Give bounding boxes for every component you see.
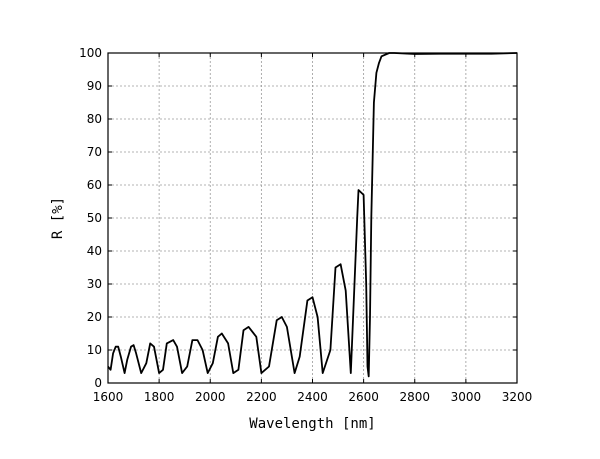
y-tick-label: 20 bbox=[87, 310, 102, 324]
x-tick-label: 2800 bbox=[399, 390, 430, 404]
x-tick-label: 3200 bbox=[502, 390, 533, 404]
x-axis-label: Wavelength [nm] bbox=[249, 416, 375, 432]
x-tick-label: 2200 bbox=[246, 390, 277, 404]
y-tick-label: 90 bbox=[87, 79, 102, 93]
y-tick-label: 100 bbox=[79, 46, 102, 60]
series-line bbox=[107, 52, 518, 378]
y-tick-label: 80 bbox=[87, 112, 102, 126]
y-tick-label: 60 bbox=[87, 178, 102, 192]
y-tick-label: 70 bbox=[87, 145, 102, 159]
series-layer bbox=[107, 52, 518, 378]
x-tick-label: 3000 bbox=[451, 390, 482, 404]
y-tick-label: 50 bbox=[87, 211, 102, 225]
x-tick-label: 1800 bbox=[144, 390, 175, 404]
y-tick-label: 30 bbox=[87, 277, 102, 291]
y-tick-label: 10 bbox=[87, 343, 102, 357]
y-tick-label: 0 bbox=[94, 376, 102, 390]
x-tick-label: 2400 bbox=[297, 390, 328, 404]
y-axis-label: R [%] bbox=[50, 197, 66, 239]
x-tick-label: 2600 bbox=[348, 390, 379, 404]
x-axis-ticks: 1600 1800 2000 2200 2400 2600 2800 3000 3200 bbox=[93, 53, 533, 404]
x-tick-label: 2000 bbox=[195, 390, 226, 404]
y-axis-ticks: 0 10 20 30 40 50 60 70 80 90 100 bbox=[79, 46, 517, 390]
y-tick-label: 40 bbox=[87, 244, 102, 258]
x-tick-label: 1600 bbox=[93, 390, 124, 404]
grid-lines bbox=[108, 53, 517, 383]
